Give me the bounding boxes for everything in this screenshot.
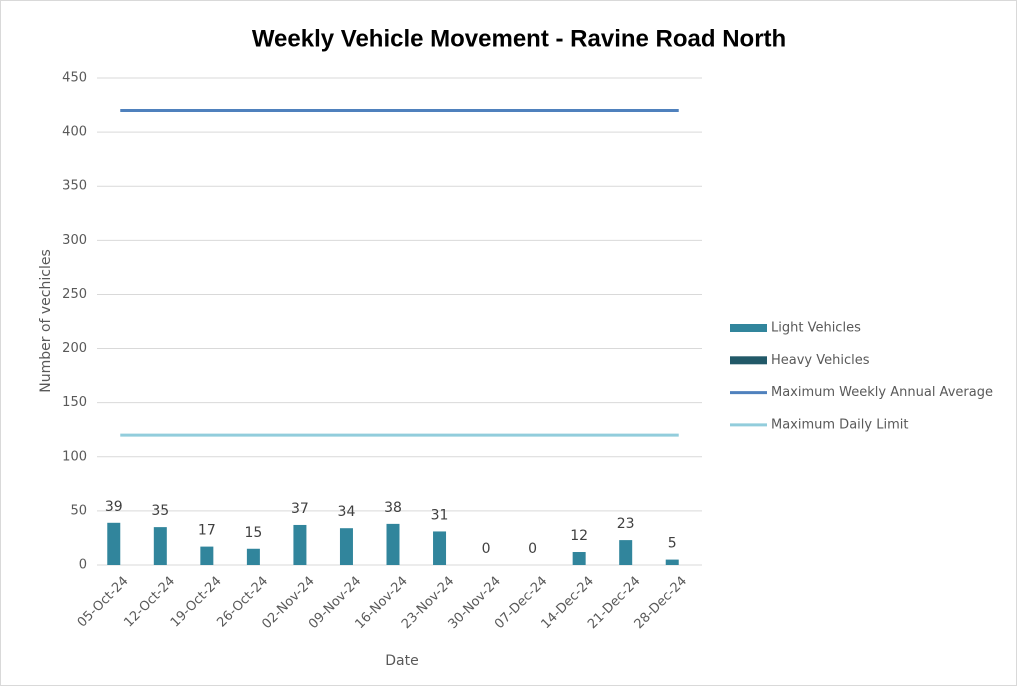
legend-label: Heavy Vehicles bbox=[771, 353, 870, 368]
bar bbox=[153, 527, 167, 565]
y-tick-label: 300 bbox=[62, 233, 87, 248]
bar bbox=[339, 528, 353, 565]
bar bbox=[619, 540, 633, 565]
y-tick-label: 250 bbox=[62, 287, 87, 302]
bar bbox=[433, 531, 447, 565]
bar bbox=[246, 548, 260, 565]
y-axis-title: Number of vechicles bbox=[38, 249, 54, 393]
y-tick-label: 150 bbox=[62, 395, 87, 410]
data-label: 15 bbox=[244, 525, 262, 541]
data-label: 0 bbox=[528, 541, 537, 557]
data-label: 34 bbox=[338, 504, 356, 520]
chart-title: Weekly Vehicle Movement - Ravine Road No… bbox=[252, 25, 786, 52]
legend-swatch bbox=[730, 324, 767, 332]
data-label: 31 bbox=[431, 507, 449, 523]
y-tick-label: 50 bbox=[70, 503, 87, 518]
bar bbox=[386, 523, 400, 565]
legend-swatch bbox=[730, 356, 767, 365]
y-tick-label: 100 bbox=[62, 449, 87, 464]
y-tick-label: 400 bbox=[62, 125, 87, 140]
legend-label: Maximum Daily Limit bbox=[771, 417, 908, 432]
y-tick-label: 350 bbox=[62, 179, 87, 194]
bar bbox=[572, 552, 586, 565]
data-label: 12 bbox=[570, 528, 588, 544]
x-axis-title: Date bbox=[385, 653, 418, 669]
data-label: 38 bbox=[384, 500, 402, 516]
data-label: 39 bbox=[105, 499, 123, 515]
bar bbox=[200, 546, 214, 565]
legend-label: Light Vehicles bbox=[771, 321, 861, 336]
data-label: 0 bbox=[482, 541, 491, 557]
data-label: 23 bbox=[617, 516, 635, 532]
data-label: 37 bbox=[291, 501, 309, 517]
bar bbox=[107, 522, 121, 565]
legend-label: Maximum Weekly Annual Average bbox=[771, 385, 993, 400]
y-tick-label: 200 bbox=[62, 341, 87, 356]
data-label: 35 bbox=[151, 503, 169, 519]
bar bbox=[293, 524, 307, 565]
bar bbox=[665, 559, 679, 565]
data-label: 5 bbox=[668, 536, 677, 552]
y-tick-label: 450 bbox=[62, 71, 87, 86]
y-tick-label: 0 bbox=[79, 558, 87, 573]
data-label: 17 bbox=[198, 523, 216, 539]
